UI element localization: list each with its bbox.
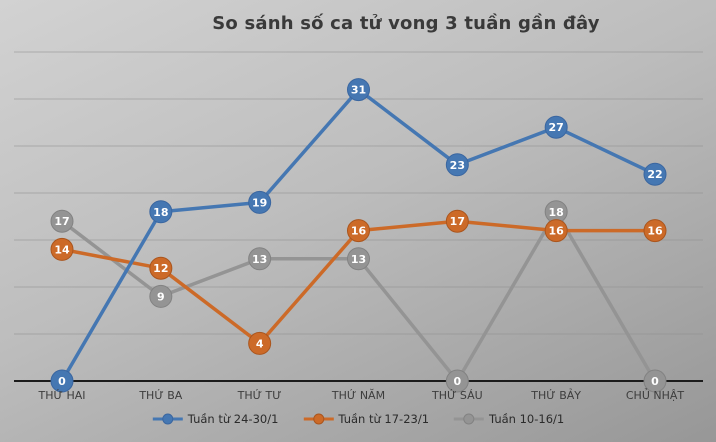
data-point-marker	[248, 331, 272, 355]
legend-marker-icon	[303, 413, 334, 425]
data-point-label: 9	[157, 290, 165, 303]
data-point-label: 16	[549, 225, 565, 238]
data-point-marker	[347, 219, 370, 243]
data-point-label: 4	[256, 337, 264, 350]
data-point-label: 22	[647, 168, 662, 181]
legend-item-0: Tuần từ 24-30/1	[152, 412, 279, 426]
data-point-marker	[50, 237, 74, 261]
x-axis-label: THỨ BA	[138, 389, 182, 402]
data-point-label: 18	[153, 206, 168, 219]
data-point-label: 14	[54, 243, 70, 256]
data-point-marker	[248, 190, 272, 214]
data-point-marker	[445, 209, 469, 233]
chart-legend: Tuần từ 24-30/1 Tuần từ 17-23/1 Tuần 10-16…	[152, 412, 564, 426]
data-point-marker	[149, 200, 173, 224]
chart-title: So sánh số ca tử vong 3 tuần gần đây	[212, 13, 600, 34]
data-point-marker	[643, 369, 667, 393]
data-point-marker	[643, 219, 667, 243]
legend-item-1: Tuần từ 17-23/1	[302, 412, 429, 426]
data-point-label: 13	[351, 253, 366, 266]
data-point-label: 17	[54, 215, 69, 228]
data-point-marker	[347, 78, 370, 102]
x-axis-label: THỨ SÁU	[431, 389, 483, 402]
data-point-label: 16	[647, 225, 663, 238]
x-axis-label: THỨ NĂM	[331, 389, 385, 402]
data-point-marker	[149, 256, 173, 280]
data-point-label: 27	[549, 121, 564, 134]
data-point-label: 17	[450, 215, 465, 228]
x-axis-label: THỨ TƯ	[237, 389, 282, 402]
legend-item-2: Tuần 10-16/1	[453, 412, 564, 426]
data-point-label: 0	[454, 375, 462, 388]
x-axis-label: THỨ HAI	[38, 389, 86, 402]
legend-marker-icon	[152, 413, 183, 425]
data-point-marker	[50, 369, 74, 393]
data-point-label: 0	[651, 375, 659, 388]
legend-label: Tuần từ 24-30/1	[187, 412, 279, 426]
x-axis-label: CHỦ NHẬT	[626, 388, 685, 402]
data-point-label: 12	[153, 262, 168, 275]
legend-label: Tuần từ 17-23/1	[338, 412, 430, 426]
data-point-marker	[347, 247, 370, 271]
data-point-label: 23	[450, 159, 465, 172]
legend-marker-icon	[454, 413, 485, 425]
data-point-label: 19	[252, 196, 267, 209]
data-point-label: 16	[351, 225, 367, 238]
data-point-marker	[248, 247, 272, 271]
data-point-marker	[149, 284, 173, 308]
data-point-marker	[445, 153, 469, 177]
data-point-marker	[445, 369, 469, 393]
data-point-label: 13	[252, 253, 267, 266]
data-point-marker	[544, 219, 568, 243]
x-axis-label: THỨ BẢY	[530, 388, 581, 402]
data-point-label: 0	[58, 375, 66, 388]
data-point-label: 31	[351, 84, 366, 97]
data-point-marker	[643, 162, 667, 186]
data-point-label: 18	[549, 206, 564, 219]
data-point-marker	[544, 115, 568, 139]
data-point-marker	[50, 209, 74, 233]
legend-label: Tuần 10-16/1	[489, 412, 565, 426]
